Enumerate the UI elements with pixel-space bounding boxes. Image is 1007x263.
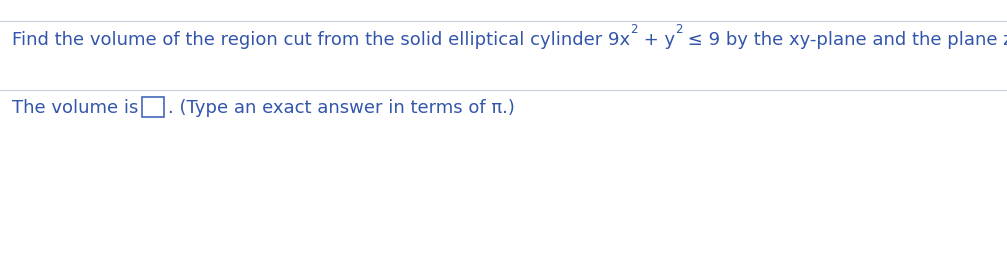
Text: . (Type an exact answer in terms of π.): . (Type an exact answer in terms of π.) [168,99,516,117]
Text: Find the volume of the region cut from the solid elliptical cylinder 9x: Find the volume of the region cut from t… [12,31,630,49]
Text: ≤ 9 by the xy-plane and the plane z = x + 3.: ≤ 9 by the xy-plane and the plane z = x … [683,31,1007,49]
Bar [142,97,164,117]
Text: The volume is: The volume is [12,99,138,117]
Text: 2: 2 [675,23,683,36]
Text: 2: 2 [630,23,637,36]
Text: + y: + y [637,31,675,49]
